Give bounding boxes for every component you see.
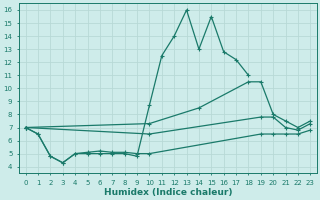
X-axis label: Humidex (Indice chaleur): Humidex (Indice chaleur) (104, 188, 232, 197)
